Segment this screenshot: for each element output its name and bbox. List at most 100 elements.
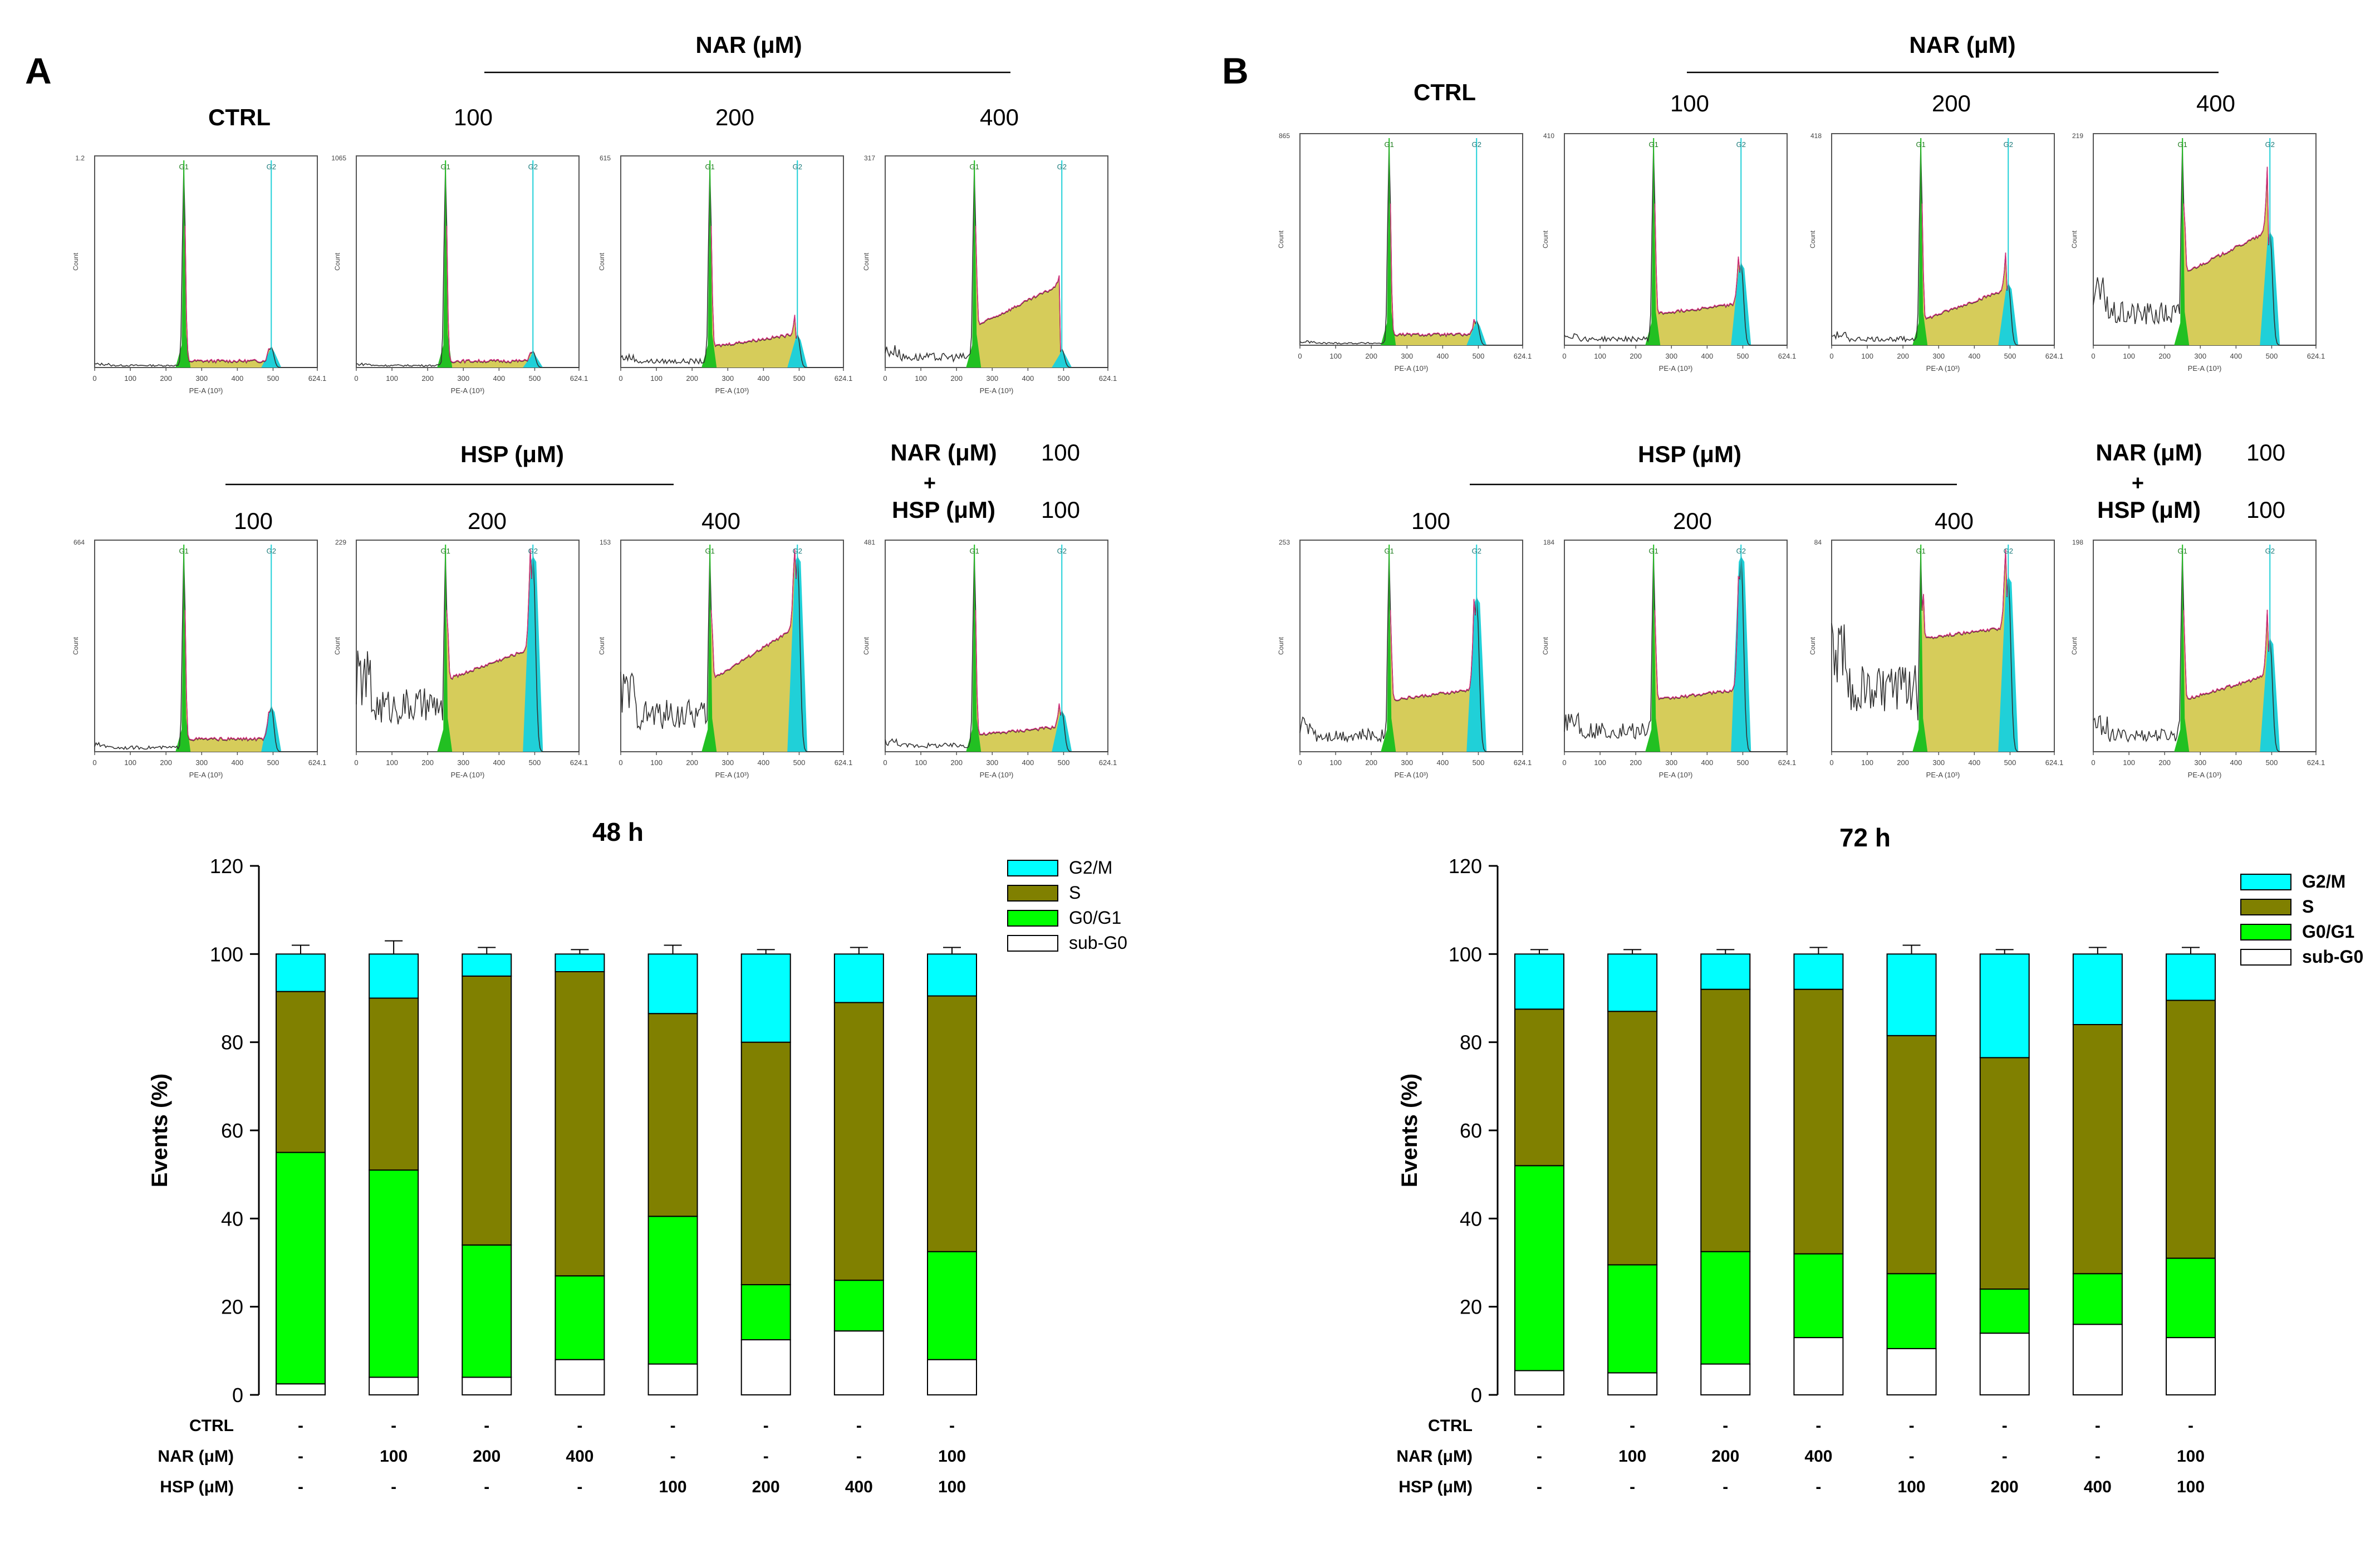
- fit-curve: [1654, 575, 1740, 700]
- y-tick-label: 20: [1460, 1296, 1482, 1319]
- bar-S: [1979, 1057, 2030, 1290]
- condition-cell: -: [2095, 1447, 2101, 1466]
- x-tick-label: 100: [1594, 758, 1606, 767]
- condition-cell: 400: [2084, 1478, 2112, 1496]
- g2-label: G2: [528, 547, 538, 555]
- condition-cell: 100: [1618, 1447, 1646, 1466]
- x-axis-label: PE-A (10³): [715, 386, 749, 395]
- x-tick-label: 400: [1022, 758, 1034, 767]
- y-max-label: 253: [1279, 538, 1290, 546]
- bar-G2/M: [462, 953, 512, 977]
- histogram-A-CTRL: G1 G2 0 100 200 300 400 500 624.1 PE-A (10³) 1.2 Co…: [72, 154, 326, 395]
- x-tick-label: 400: [1022, 374, 1034, 383]
- bar-G0/G1: [276, 1152, 326, 1385]
- fit-curve: [446, 549, 532, 680]
- x-tick-label: 400: [493, 758, 506, 767]
- legend-label: sub-G0: [2302, 947, 2363, 967]
- histogram-curve: [356, 168, 579, 368]
- condition-cell: 200: [752, 1478, 780, 1496]
- g1-peak-fill: [175, 552, 191, 752]
- y-tick-label: 100: [1449, 943, 1482, 966]
- fit-curve: [184, 226, 270, 364]
- g1-peak-fill: [1645, 146, 1661, 345]
- g1-label: G1: [441, 547, 450, 555]
- g2-label: G2: [1736, 547, 1746, 555]
- condition-cell: -: [391, 1478, 396, 1496]
- x-axis-label: PE-A (10³): [1926, 364, 1960, 373]
- g1-peak-fill: [1381, 552, 1396, 752]
- bar-sub-G0: [1979, 1333, 2030, 1396]
- bar-S: [833, 1002, 884, 1281]
- g2-label: G2: [793, 163, 802, 171]
- histogram-B-HSP100: G1 G2 0 100 200 300 400 500 624.1 PE-A (10³) 253 Co…: [1277, 538, 1532, 779]
- legend-swatch: [1007, 910, 1058, 927]
- x-tick-label: 200: [421, 758, 434, 767]
- condition-cell: -: [1537, 1478, 1542, 1496]
- x-tick-label: 500: [1473, 758, 1485, 767]
- condition-cell: 400: [566, 1447, 593, 1466]
- x-tick-label: 500: [793, 758, 806, 767]
- condition-cell: -: [1909, 1447, 1915, 1466]
- x-tick-label: 100: [1861, 758, 1873, 767]
- histogram-frame: [620, 155, 844, 368]
- stacked-bar-chart: 72 h 0 20 40 60 80 100 120 Events (%) G2/M S G0/G1 s…: [1396, 823, 2363, 1496]
- bar-sub-G0: [1700, 1363, 1751, 1395]
- fit-curve: [710, 226, 797, 347]
- nar-dose-label: 100: [454, 104, 493, 130]
- fit-curve: [1390, 203, 1476, 337]
- x-tick-label: 624.1: [1514, 758, 1532, 767]
- x-tick-label: 0: [2091, 758, 2095, 767]
- condition-cell: 200: [1991, 1478, 2019, 1496]
- x-axis-label: PE-A (10³): [1395, 771, 1429, 779]
- x-tick-label: 624.1: [1514, 352, 1532, 360]
- y-max-label: 184: [1543, 538, 1554, 546]
- x-tick-label: 400: [493, 374, 506, 383]
- x-tick-label: 624.1: [570, 374, 588, 383]
- combo-nar-value: 100: [2246, 439, 2285, 466]
- bar-S: [1793, 988, 1844, 1255]
- bar-G0/G1: [2166, 1257, 2216, 1339]
- bar-G2/M: [2072, 953, 2123, 1026]
- legend-label: G2/M: [2302, 871, 2345, 891]
- y-tick-label: 0: [1471, 1384, 1482, 1407]
- y-max-label: 153: [600, 538, 611, 546]
- combo-plus: +: [924, 472, 936, 495]
- s-phase-fill: [1653, 204, 1741, 345]
- bar-G2/M: [927, 953, 977, 997]
- condition-row-label: HSP (μM): [160, 1478, 234, 1496]
- s-phase-fill: [974, 226, 1062, 368]
- x-tick-label: 500: [793, 374, 806, 383]
- histogram-frame: [885, 540, 1108, 752]
- x-tick-label: 100: [915, 374, 927, 383]
- bar-G2/M: [833, 953, 884, 1003]
- y-axis-label: Count: [598, 252, 606, 271]
- x-tick-label: 300: [1665, 352, 1677, 360]
- bar-G2/M: [1607, 953, 1658, 1012]
- x-tick-label: 0: [1562, 758, 1566, 767]
- bar-sub-G0: [2072, 1324, 2123, 1395]
- s-phase-fill: [2182, 610, 2270, 752]
- g2-label: G2: [267, 163, 276, 171]
- s-phase-fill: [1389, 204, 1477, 345]
- bar-S: [1514, 1008, 1564, 1167]
- legend-label: S: [2302, 897, 2314, 917]
- x-axis-label: PE-A (10³): [980, 771, 1014, 779]
- histogram-A-NAR100: G1 G2 0 100 200 300 400 500 624.1 PE-A (10³) 1065 C…: [331, 154, 588, 395]
- bar-G2/M: [1979, 953, 2030, 1059]
- bar-G0/G1: [647, 1216, 698, 1365]
- x-tick-label: 0: [1298, 758, 1302, 767]
- x-tick-label: 400: [1969, 758, 1981, 767]
- y-axis-label: Count: [333, 252, 341, 271]
- bar-G0/G1: [833, 1280, 884, 1332]
- condition-cell: 200: [473, 1447, 500, 1466]
- combo-hsp-value: 100: [1041, 497, 1080, 523]
- bar-sub-G0: [1793, 1337, 1844, 1395]
- x-tick-label: 300: [2194, 758, 2206, 767]
- histogram-B-NAR200: G1 G2 0 100 200 300 400 500 624.1 PE-A (10³) 418 Co…: [1809, 132, 2063, 373]
- fit-curve: [2183, 609, 2269, 699]
- hsp-dose-label: 200: [1673, 508, 1712, 534]
- g2-label: G2: [2004, 140, 2013, 149]
- legend-label: G0/G1: [1069, 908, 1121, 928]
- x-tick-label: 300: [1932, 758, 1945, 767]
- x-tick-label: 100: [915, 758, 927, 767]
